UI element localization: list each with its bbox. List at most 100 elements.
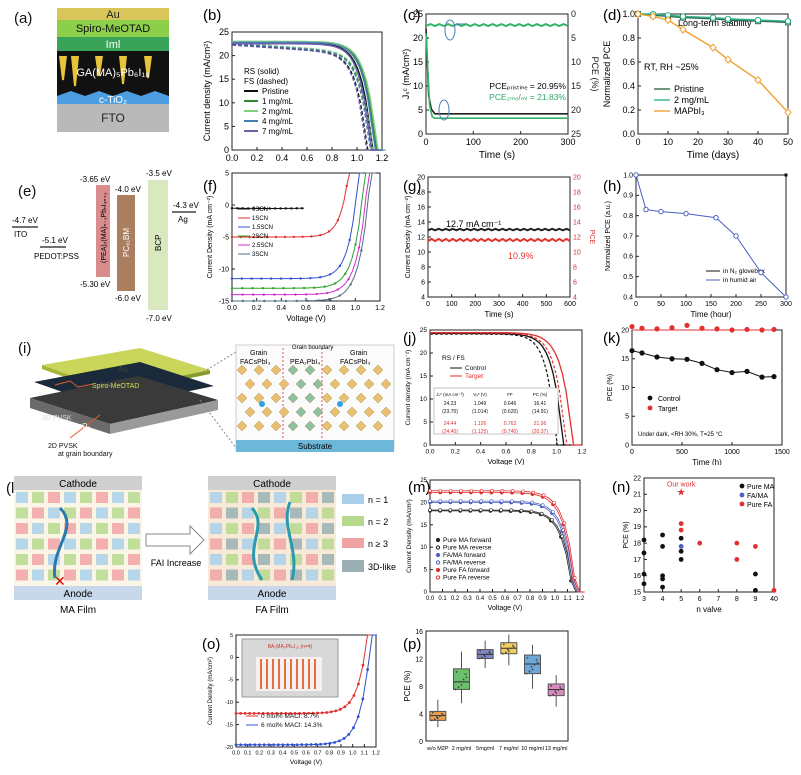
svg-text:Cathode: Cathode bbox=[59, 479, 97, 490]
y-tick-label: 0.8 bbox=[623, 213, 633, 220]
data-point bbox=[252, 711, 256, 715]
film-domain bbox=[258, 523, 270, 534]
film-domain bbox=[64, 523, 76, 534]
octahedron bbox=[372, 420, 384, 432]
y-axis-label: Normalized PCE bbox=[602, 41, 612, 108]
film-domain bbox=[80, 523, 92, 534]
x-tick-label: 1.1 bbox=[361, 751, 369, 757]
series-line-fs bbox=[430, 332, 574, 446]
data-point bbox=[678, 527, 684, 533]
panel-label: (n) bbox=[612, 479, 630, 496]
y-tick-label: 0 bbox=[625, 442, 629, 449]
x-tick-label: 500 bbox=[540, 301, 552, 308]
data-point bbox=[325, 711, 329, 714]
data-point bbox=[252, 207, 255, 210]
schematic-i: Au Spiro-MeOTAD 3D PVSK ITO/SnO₂ 2D PVSK… bbox=[30, 344, 395, 458]
data-point bbox=[263, 207, 266, 210]
y-tick-label: 5 bbox=[225, 170, 229, 177]
annotation: Our work bbox=[667, 482, 696, 489]
film-domain bbox=[48, 507, 60, 519]
x-tick-label: 5mg/ml bbox=[476, 746, 494, 752]
data-point bbox=[352, 694, 356, 697]
x-tick-label: 0.5 bbox=[488, 596, 497, 602]
data-point bbox=[633, 172, 639, 178]
y-tick-label: 20 bbox=[420, 350, 428, 357]
plot-frame bbox=[631, 329, 783, 446]
film-domain bbox=[32, 569, 44, 581]
x-tick-label: 50 bbox=[783, 137, 793, 147]
plot-frame bbox=[635, 174, 787, 298]
chart-o: 0.0 0.1 0.2 0.3 0.4 0.5 0.6 0.7 0.8 0.9 1.0 1.1 1.2 5… bbox=[202, 633, 380, 766]
film-domain bbox=[242, 507, 254, 519]
film-domain bbox=[226, 523, 238, 534]
y-tick-label: 14 bbox=[417, 219, 425, 226]
panel-label: (m) bbox=[408, 479, 431, 496]
pce-marker bbox=[438, 99, 450, 121]
data-point bbox=[479, 650, 482, 652]
series-line-rs bbox=[232, 43, 380, 151]
panel-label: (d) bbox=[603, 7, 621, 24]
film-domain bbox=[274, 554, 286, 565]
data-point bbox=[248, 743, 252, 747]
x-tick-label: 0.6 bbox=[501, 596, 510, 602]
data-point bbox=[639, 350, 645, 356]
data-point bbox=[759, 327, 765, 333]
octahedron bbox=[355, 420, 367, 432]
data-point bbox=[572, 576, 577, 580]
data-point bbox=[551, 510, 555, 514]
svg-text:✕: ✕ bbox=[54, 573, 66, 589]
x-tick-label: 0.6 bbox=[301, 305, 311, 312]
chart-m: 0.0 0.1 0.2 0.3 0.4 0.5 0.6 0.7 0.8 0.9 1.0 1.1 1.2 0… bbox=[406, 478, 585, 612]
data-point bbox=[301, 235, 304, 239]
y-tick-label: 12 bbox=[415, 657, 423, 664]
svg-text:PEDOT:PSS: PEDOT:PSS bbox=[34, 252, 79, 261]
y-tick-label: 0 bbox=[419, 739, 423, 746]
y-tick-label: 15 bbox=[413, 57, 423, 67]
y-right-tick-label: 5 bbox=[571, 33, 576, 43]
x-axis-label: Voltage (V) bbox=[487, 457, 525, 465]
fa-film-domains bbox=[210, 492, 334, 581]
data-point bbox=[448, 508, 453, 512]
data-point bbox=[512, 646, 515, 649]
data-point bbox=[678, 521, 684, 526]
chart-p: (p) 0 4 8 12 16 PCE (%) w/o M2P 2 mg/ml 5mg/ml 7 m… bbox=[403, 629, 569, 752]
data-point bbox=[307, 711, 310, 715]
x-axis-label: Time (s) bbox=[479, 150, 515, 161]
data-point bbox=[506, 648, 509, 651]
y-tick-label: 10 bbox=[417, 249, 425, 256]
data-point bbox=[754, 16, 762, 24]
y-right-tick-label: 12 bbox=[573, 234, 581, 241]
data-point bbox=[557, 689, 560, 691]
data-point bbox=[428, 499, 432, 503]
y-tick-label: 0.2 bbox=[622, 105, 635, 115]
x-tick-label: 1.0 bbox=[551, 596, 560, 602]
svg-text:Anode: Anode bbox=[64, 589, 93, 600]
data-point bbox=[531, 490, 536, 495]
film-domain bbox=[290, 492, 302, 503]
data-point bbox=[430, 719, 433, 722]
data-point bbox=[660, 584, 665, 590]
data-point bbox=[550, 684, 553, 687]
data-point bbox=[784, 108, 792, 117]
data-point bbox=[302, 711, 306, 715]
svg-text:Au: Au bbox=[118, 365, 128, 374]
x-tick-label: 0.9 bbox=[337, 751, 345, 757]
x-tick-label: 0 bbox=[426, 301, 430, 308]
device-structure-a: Au Spiro-MeOTAD Iml GA(MA)₅Pb₆I₁₈ c-TiO₂… bbox=[57, 8, 169, 132]
x-tick-label: 1.2 bbox=[577, 449, 586, 456]
data-point bbox=[753, 544, 758, 549]
y-tick-label: 25 bbox=[420, 478, 427, 484]
y-tick-label: 5 bbox=[418, 105, 423, 115]
film-domain bbox=[16, 569, 28, 581]
x-axis-label: Voltage (V) bbox=[290, 759, 322, 766]
x-tick-label: 0.7 bbox=[513, 596, 522, 602]
y-right-tick-label: 10 bbox=[571, 57, 581, 67]
data-point bbox=[465, 676, 468, 679]
legend-entry: Pure FA forward bbox=[443, 567, 490, 574]
x-tick-label: 0.6 bbox=[301, 153, 314, 163]
y-tick-label: 18 bbox=[417, 189, 425, 196]
y-tick-label: 0.6 bbox=[622, 57, 635, 67]
x-tick-label: 1.0 bbox=[349, 751, 357, 757]
legend-title: RS / FS bbox=[442, 355, 465, 362]
series-line-rs bbox=[232, 41, 383, 151]
